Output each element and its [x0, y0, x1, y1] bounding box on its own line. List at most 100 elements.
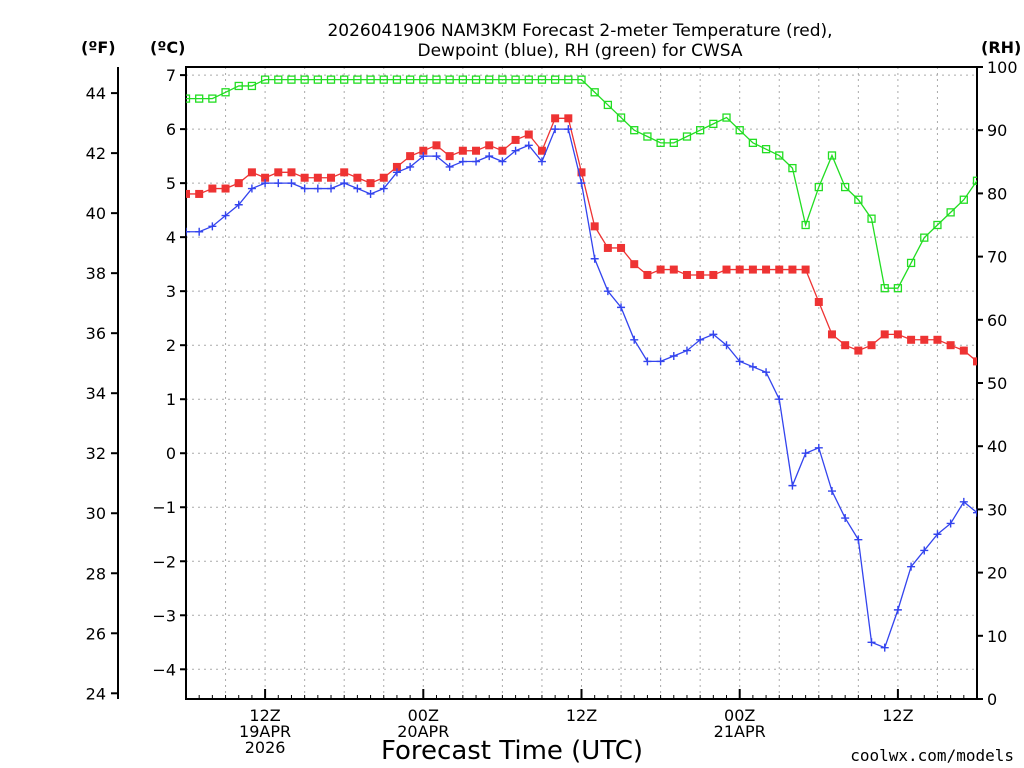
point-dewpoint: [432, 152, 441, 161]
y-tick-label-rh: 20: [987, 564, 1007, 583]
point-dewpoint: [406, 162, 415, 171]
point-rh: [564, 75, 573, 84]
point-dewpoint: [208, 222, 217, 231]
point-temperature: [682, 270, 691, 279]
point-temperature: [537, 146, 546, 155]
point-dewpoint: [261, 179, 270, 188]
point-dewpoint: [551, 125, 560, 134]
point-dewpoint: [537, 157, 546, 166]
y-tick-label-celsius: 4: [166, 228, 176, 247]
y-tick-label-fahrenheit: 26: [86, 624, 106, 643]
point-rh: [287, 75, 296, 84]
y-tick-label-fahrenheit: 38: [86, 264, 106, 283]
point-temperature: [722, 265, 731, 274]
point-temperature: [788, 265, 797, 274]
point-dewpoint: [603, 287, 612, 296]
point-dewpoint: [630, 335, 639, 344]
point-dewpoint: [392, 168, 401, 177]
point-rh: [186, 94, 191, 103]
point-dewpoint: [247, 184, 256, 193]
x-tick-label: 19APR: [239, 722, 291, 741]
point-rh: [379, 75, 388, 84]
series-rh: [186, 75, 977, 293]
y-tick-label-celsius: −3: [152, 606, 176, 625]
series-layer: [186, 75, 977, 652]
point-rh: [841, 182, 850, 192]
y-tick-label-fahrenheit: 34: [86, 384, 106, 403]
point-rh: [972, 176, 977, 185]
point-rh: [933, 220, 942, 230]
point-temperature: [630, 260, 639, 269]
point-rh: [340, 75, 349, 84]
point-dewpoint: [511, 146, 520, 155]
point-dewpoint: [617, 303, 626, 312]
point-rh: [274, 75, 283, 84]
point-temperature: [841, 341, 850, 350]
point-rh: [590, 88, 599, 97]
x-axis-title: Forecast Time (UTC): [381, 736, 643, 766]
point-rh: [577, 75, 586, 84]
point-temperature: [946, 341, 955, 350]
point-rh: [326, 75, 336, 84]
point-dewpoint: [748, 362, 757, 371]
point-temperature: [221, 184, 230, 193]
point-rh: [458, 75, 468, 84]
point-temperature: [551, 114, 560, 123]
point-dewpoint: [577, 179, 586, 188]
point-dewpoint: [643, 357, 652, 366]
point-temperature: [973, 357, 977, 366]
point-rh: [827, 151, 837, 160]
point-temperature: [577, 168, 586, 177]
point-rh: [696, 126, 705, 135]
point-dewpoint: [564, 125, 573, 134]
point-temperature: [261, 173, 270, 182]
point-rh: [419, 75, 428, 84]
point-temperature: [893, 330, 902, 339]
point-dewpoint: [590, 254, 599, 263]
point-temperature: [867, 341, 876, 350]
point-dewpoint: [669, 351, 678, 360]
point-rh: [946, 208, 955, 217]
point-dewpoint: [186, 227, 190, 236]
point-dewpoint: [472, 157, 481, 166]
point-dewpoint: [366, 189, 375, 198]
point-temperature: [186, 189, 190, 198]
point-dewpoint: [854, 535, 863, 544]
x-tick-label: 2026: [245, 738, 286, 757]
y-tick-label-fahrenheit: 44: [86, 84, 106, 103]
point-temperature: [432, 141, 441, 150]
point-rh: [643, 132, 652, 141]
series-line-temperature: [186, 117, 977, 363]
point-temperature: [643, 270, 652, 279]
x-tick-label: 21APR: [714, 722, 766, 741]
point-dewpoint: [973, 508, 977, 517]
point-temperature: [472, 146, 481, 155]
point-dewpoint: [313, 184, 322, 193]
point-temperature: [340, 168, 349, 177]
watermark: coolwx.com/models: [850, 746, 1014, 765]
point-temperature: [696, 270, 705, 279]
point-dewpoint: [907, 562, 916, 571]
point-temperature: [485, 141, 494, 150]
point-dewpoint: [419, 152, 428, 161]
point-rh: [300, 75, 309, 84]
point-rh: [616, 113, 626, 122]
point-rh: [893, 284, 903, 293]
point-rh: [537, 75, 547, 84]
point-dewpoint: [445, 162, 454, 171]
point-rh: [801, 220, 810, 230]
point-dewpoint: [801, 449, 810, 458]
point-dewpoint: [340, 179, 349, 188]
point-temperature: [907, 335, 916, 344]
point-temperature: [300, 173, 309, 182]
point-temperature: [498, 146, 507, 155]
point-dewpoint: [274, 179, 283, 188]
point-dewpoint: [841, 514, 850, 523]
point-temperature: [775, 265, 784, 274]
point-rh: [748, 138, 758, 147]
point-dewpoint: [656, 357, 665, 366]
x-tick-label: 12Z: [566, 706, 597, 725]
y-tick-label-rh: 10: [987, 627, 1007, 646]
y-tick-label-fahrenheit: 24: [86, 684, 106, 703]
point-temperature: [327, 173, 336, 182]
